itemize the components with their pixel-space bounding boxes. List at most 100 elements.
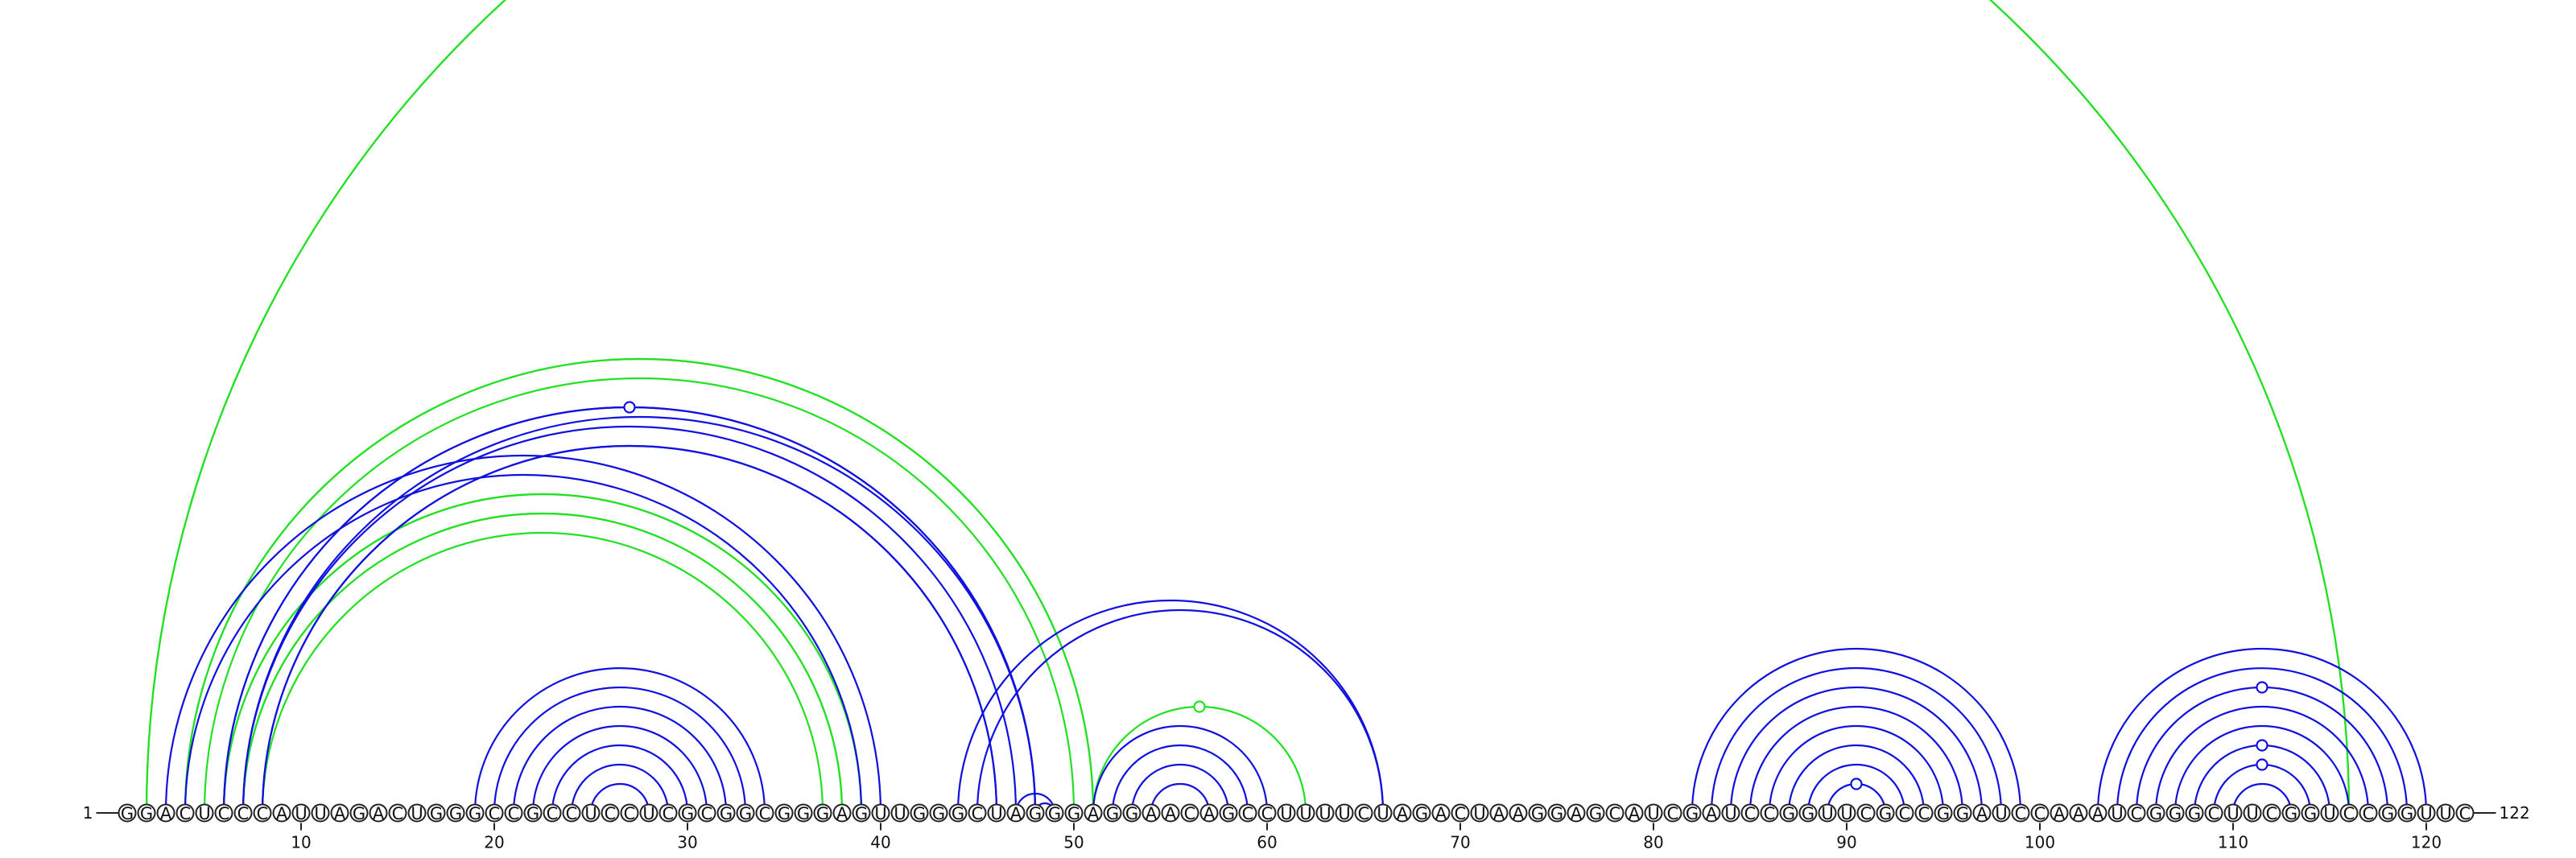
nucleotide-letter: G (140, 804, 153, 823)
nucleotide-circle (427, 803, 446, 823)
nucleotide-letter: G (2169, 804, 2182, 823)
nucleotide-letter: U (411, 804, 423, 823)
nucleotide: C (1238, 803, 1257, 823)
nucleotide-letter: C (1609, 804, 1621, 823)
nucleotide: C (2339, 803, 2359, 823)
nucleotide-letter: G (952, 804, 964, 823)
nucleotide-letter: U (1299, 804, 1311, 823)
nucleotide-letter: G (1029, 804, 1042, 823)
nucleotide-letter: C (1455, 804, 1467, 823)
nucleotide: U (2417, 803, 2436, 823)
blue-arc (1710, 666, 2003, 814)
nucleotide: C (2204, 803, 2223, 823)
nucleotide: A (1624, 803, 1644, 823)
nucleotide-circle (2107, 803, 2127, 823)
nucleotide: U (1470, 803, 1489, 823)
nucleotide-letter: G (1550, 804, 1563, 823)
nucleotide: A (369, 803, 388, 823)
nucleotide-letter: C (1242, 804, 1254, 823)
blue-arc (242, 425, 1018, 814)
tick-label: 80 (1643, 833, 1663, 852)
blue-arc (1729, 686, 1984, 814)
nucleotide: A (1489, 803, 1509, 823)
nucleotide-circle (1721, 803, 1740, 823)
nucleotide-circle (1895, 803, 1914, 823)
blue-arc (164, 454, 882, 814)
nucleotide-circle (1238, 803, 1257, 823)
nucleotide: C (485, 803, 504, 823)
nucleotide-circle (968, 803, 987, 823)
nucleotide-circle (523, 803, 543, 823)
nucleotide-circle (2378, 803, 2397, 823)
nucleotide-letter: C (1860, 804, 1872, 823)
blue-arc (2116, 666, 2409, 814)
nucleotide: G (2146, 803, 2165, 823)
nucleotide-letter: U (1377, 804, 1389, 823)
nucleotide: U (2223, 803, 2243, 823)
nucleotide-letter: A (1513, 804, 1525, 823)
nucleotide-circle (1953, 803, 1972, 823)
nucleotide-circle (1914, 803, 1934, 823)
nucleotide: C (755, 803, 774, 823)
nucleotide-letter: A (2092, 804, 2104, 823)
nucleotide-letter: A (373, 804, 385, 823)
nucleotide-circle (1296, 803, 1315, 823)
tick-90: 90 (1836, 823, 1857, 852)
nucleotide: C (543, 803, 562, 823)
nucleotide-circle (890, 803, 910, 823)
nucleotide-letter: G (932, 804, 945, 823)
nucleotide-circle (156, 803, 175, 823)
tick-label: 30 (677, 833, 697, 852)
nucleotide: C (253, 803, 272, 823)
nucleotide-letter: U (2439, 804, 2451, 823)
nucleotide-circle (1470, 803, 1489, 823)
nucleotide: G (736, 803, 755, 823)
markers-layer (623, 401, 2268, 790)
nucleotide-circle (2359, 803, 2378, 823)
nucleotide-letter: G (1589, 804, 1602, 823)
nucleotide: G (794, 803, 813, 823)
nucleotide: U (2436, 803, 2455, 823)
nucleotide-letter: G (1106, 804, 1119, 823)
blue-arc (589, 782, 650, 814)
nucleotide: G (678, 803, 697, 823)
nucleotide: C (1257, 803, 1277, 823)
nucleotide: G (1953, 803, 1972, 823)
nucleotide: U (2243, 803, 2262, 823)
nucleotide-circle (1856, 803, 1876, 823)
nucleotide-letter: G (353, 804, 365, 823)
nucleotide-letter: G (1531, 804, 1544, 823)
nucleotide: U (1644, 803, 1663, 823)
nucleotide-circle (832, 803, 852, 823)
nucleotide-letter: G (739, 804, 752, 823)
nucleotide-letter: A (1010, 804, 1022, 823)
blue-arc (1768, 724, 1945, 814)
nucleotide: G (1798, 803, 1818, 823)
nucleotide-letter: G (2304, 804, 2317, 823)
nucleotide-circle (1064, 803, 1084, 823)
nucleotide: G (2165, 803, 2185, 823)
nucleotide-circle (1837, 803, 1856, 823)
nucleotide-letter: C (1744, 804, 1757, 823)
nucleotide-circle (446, 803, 465, 823)
nucleotide-circle (774, 803, 794, 823)
nucleotide: C (1895, 803, 1914, 823)
nucleotide: U (1335, 803, 1354, 823)
nucleotide-letter: A (1976, 804, 1988, 823)
nucleotide-circle (118, 803, 137, 823)
nucleotide: A (1084, 803, 1103, 823)
nucleotide-letter: U (2420, 804, 2432, 823)
nucleotide-circle (272, 803, 291, 823)
nucleotide: C (233, 803, 253, 823)
nucleotide: G (1122, 803, 1141, 823)
nucleotide-letter: C (1184, 804, 1196, 823)
nucleotide: C (658, 803, 678, 823)
nucleotide: C (1354, 803, 1373, 823)
nucleotide-letter: C (1667, 804, 1679, 823)
tick-80: 80 (1643, 823, 1664, 852)
blue-arc (261, 444, 998, 814)
blue-arc (1092, 724, 1269, 814)
nucleotide-circle (794, 803, 813, 823)
nucleotide: C (1180, 803, 1199, 823)
